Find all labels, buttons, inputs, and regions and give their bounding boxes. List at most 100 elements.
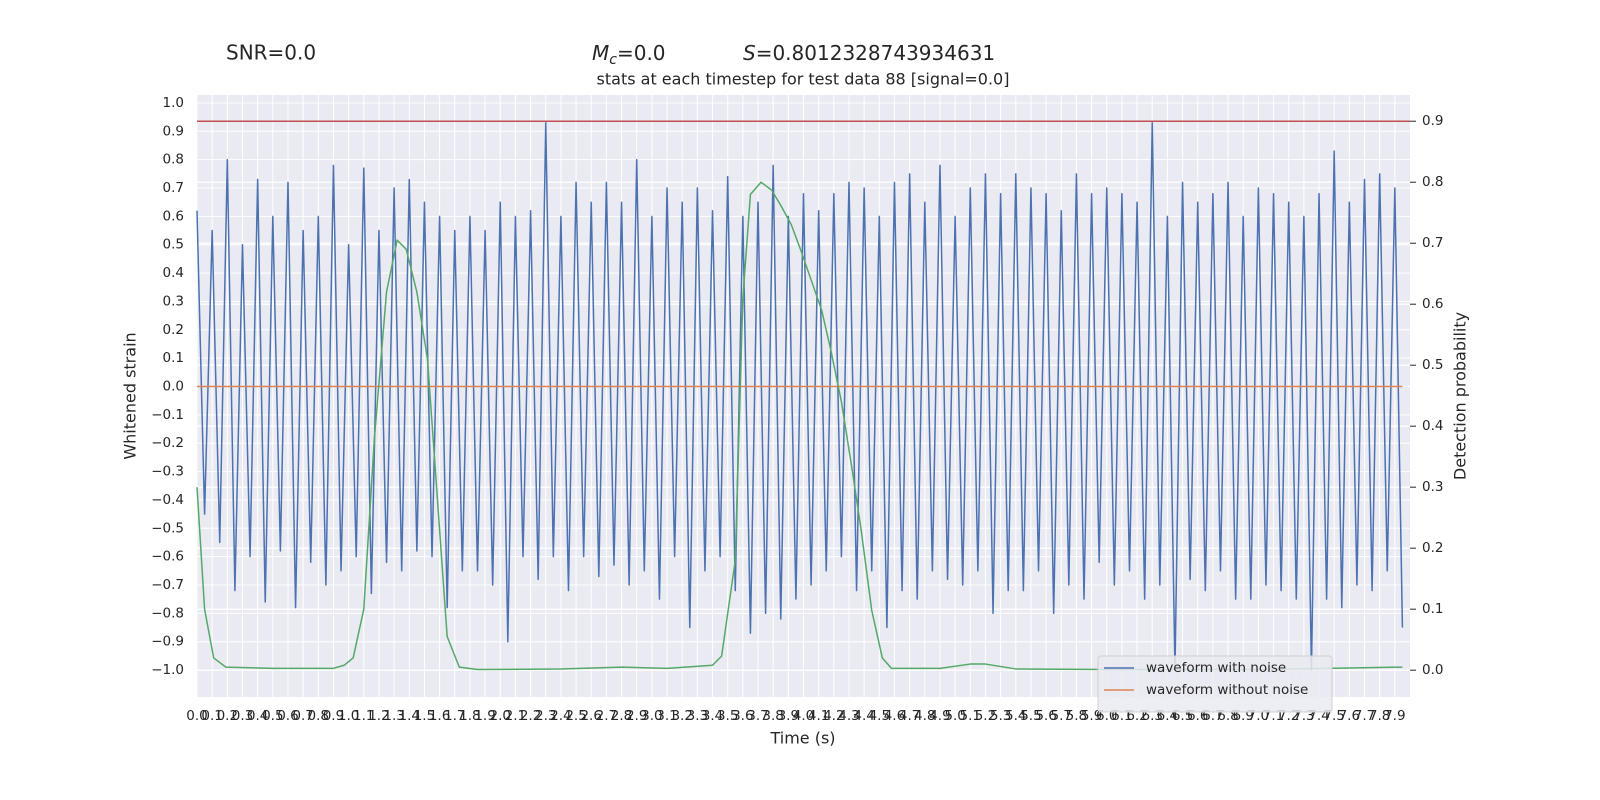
y-tick-label: 0.2	[163, 322, 184, 338]
legend: waveform with noise waveform without nois…	[1097, 655, 1333, 713]
x-tick-label: 4.6	[884, 708, 905, 724]
x-tick-label: 2.6	[580, 708, 601, 724]
x-tick-label: 0.2	[217, 708, 238, 724]
x-tick-label: 4.0	[793, 708, 814, 724]
x-tick-label: 4.7	[899, 708, 920, 724]
y-tick-label: 0.7	[163, 180, 184, 196]
y-tick-label: −0.3	[151, 464, 184, 480]
legend-box	[1097, 655, 1333, 713]
y-tick-label: −0.5	[151, 520, 184, 536]
x-tick-label: 2.2	[520, 708, 541, 724]
x-axis-label: Time (s)	[769, 729, 835, 748]
y-axis-label: Whitened strain	[121, 332, 140, 459]
y2-tick-label: 0.7	[1422, 235, 1443, 251]
x-tick-label: 0.7	[292, 708, 313, 724]
y2-tick-label: 0.8	[1422, 174, 1443, 190]
x-tick-label: 2.4	[550, 708, 571, 724]
plot-area	[196, 95, 1410, 697]
x-tick-label: 5.1	[960, 708, 981, 724]
mc-annotation: Mc=0.0	[592, 41, 666, 69]
x-tick-label: 4.2	[823, 708, 844, 724]
x-tick-label: 3.9	[778, 708, 799, 724]
x-tick-label: 5.5	[1020, 708, 1041, 724]
x-tick-label: 4.5	[869, 708, 890, 724]
legend-label: waveform with noise	[1146, 660, 1286, 676]
x-tick-label: 5.4	[1005, 708, 1026, 724]
x-tick-label: 5.8	[1066, 708, 1087, 724]
x-tick-label: 3.6	[732, 708, 753, 724]
x-tick-label: 7.8	[1369, 708, 1390, 724]
y2-tick-label: 0.0	[1422, 662, 1443, 678]
x-tick-label: 0.8	[308, 708, 329, 724]
x-tick-label: 0.3	[232, 708, 253, 724]
x-tick-label: 1.8	[459, 708, 480, 724]
x-tick-label: 7.9	[1384, 708, 1405, 724]
y2-tick-label: 0.2	[1422, 540, 1443, 556]
x-tick-label: 1.3	[383, 708, 404, 724]
y-tick-label: −0.1	[151, 407, 184, 423]
x-tick-label: 2.3	[535, 708, 556, 724]
snr-annotation: SNR=0.0	[226, 41, 316, 65]
x-tick-label: 3.1	[656, 708, 677, 724]
x-tick-label: 1.4	[399, 708, 420, 724]
s-symbol: S	[743, 41, 756, 65]
y-tick-label: 1.0	[163, 95, 184, 111]
mc-symbol: M	[592, 41, 609, 65]
x-tick-label: 1.7	[444, 708, 465, 724]
y2-axis-label: Detection probability	[1451, 312, 1470, 480]
x-tick-label: 0.5	[262, 708, 283, 724]
x-tick-label: 1.9	[474, 708, 495, 724]
x-tick-label: 0.4	[247, 708, 268, 724]
x-tick-label: 4.4	[853, 708, 874, 724]
x-tick-label: 3.3	[687, 708, 708, 724]
y-tick-label: 0.9	[163, 123, 184, 139]
x-tick-label: 0.9	[323, 708, 344, 724]
x-tick-label: 2.8	[611, 708, 632, 724]
y-tick-label: 0.1	[163, 350, 184, 366]
y-tick-label: −0.4	[151, 492, 184, 508]
x-tick-label: 5.6	[1035, 708, 1056, 724]
x-tick-label: 7.6	[1339, 708, 1360, 724]
chart-title: stats at each timestep for test data 88 …	[597, 70, 1010, 89]
x-tick-label: 5.3	[990, 708, 1011, 724]
x-tick-label: 2.7	[596, 708, 617, 724]
y-tick-label: −0.9	[151, 634, 184, 650]
y-tick-label: 0.6	[163, 208, 184, 224]
x-tick-label: 4.3	[838, 708, 859, 724]
series-line	[196, 122, 1404, 671]
x-tick-label: 5.2	[975, 708, 996, 724]
x-tick-label: 1.0	[338, 708, 359, 724]
x-tick-label: 1.6	[429, 708, 450, 724]
y-tick-label: 0.5	[163, 237, 184, 253]
legend-label: waveform without noise	[1146, 682, 1308, 698]
x-tick-label: 5.9	[1081, 708, 1102, 724]
mc-subscript: c	[609, 52, 617, 68]
x-tick-label: 1.1	[353, 708, 374, 724]
y-tick-label: 0.4	[163, 265, 184, 281]
x-tick-label: 3.0	[641, 708, 662, 724]
x-tick-label: 2.9	[626, 708, 647, 724]
s-text: =0.8012328743934631	[756, 41, 995, 65]
y2-tick-label: 0.1	[1422, 601, 1443, 617]
x-tick-label: 4.9	[929, 708, 950, 724]
x-tick-label: 5.0	[944, 708, 965, 724]
x-tick-label: 7.7	[1354, 708, 1375, 724]
x-tick-label: 3.5	[717, 708, 738, 724]
y-tick-label: 0.0	[163, 379, 184, 395]
x-tick-label: 3.4	[702, 708, 723, 724]
y-tick-label: −0.6	[151, 549, 184, 565]
x-tick-label: 0.6	[277, 708, 298, 724]
x-tick-label: 0.1	[201, 708, 222, 724]
y2-tick-label: 0.6	[1422, 296, 1443, 312]
x-tick-label: 5.7	[1051, 708, 1072, 724]
x-tick-label: 3.2	[671, 708, 692, 724]
y2-tick-label: 0.3	[1422, 479, 1443, 495]
x-tick-label: 3.8	[762, 708, 783, 724]
x-tick-label: 2.5	[565, 708, 586, 724]
x-tick-label: 2.0	[490, 708, 511, 724]
series-line	[196, 181, 1403, 671]
y2-tick-label: 0.5	[1422, 357, 1443, 373]
mc-text: =0.0	[617, 41, 666, 65]
x-tick-label: 4.8	[914, 708, 935, 724]
